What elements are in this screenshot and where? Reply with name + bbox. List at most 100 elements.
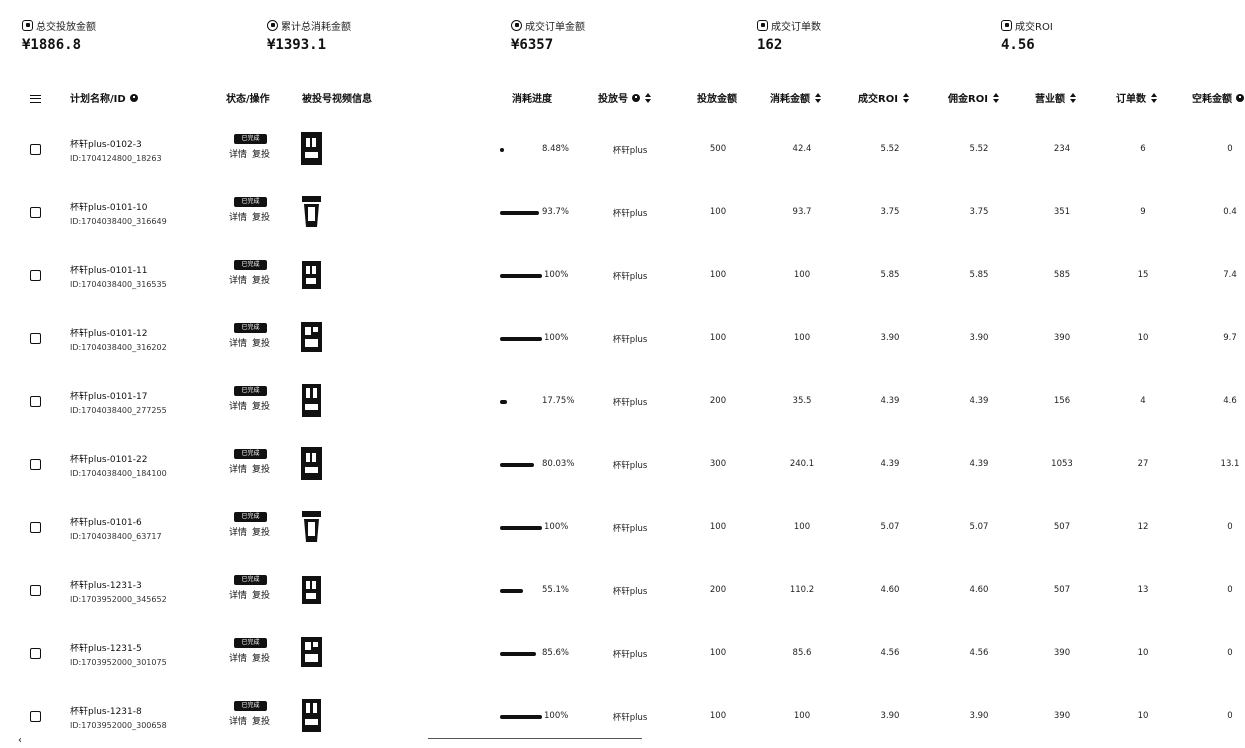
row-checkbox[interactable] (30, 585, 41, 596)
video-thumbnail[interactable] (299, 697, 324, 734)
row-actions: 详情 复投 (229, 525, 275, 538)
row-checkbox[interactable] (30, 648, 41, 659)
cell-revenue: 390 (1053, 333, 1071, 343)
plan-id: ID:1704124800_18263 (70, 154, 162, 163)
detail-link[interactable]: 详情 (229, 150, 248, 160)
cell-idle: 7.4 (1223, 270, 1237, 280)
repost-link[interactable]: 复投 (252, 528, 271, 538)
progress-label: 93.7% (542, 207, 570, 217)
detail-link[interactable]: 详情 (229, 654, 248, 664)
repost-link[interactable]: 复投 (252, 591, 271, 601)
repost-link[interactable]: 复投 (252, 339, 271, 349)
cell-orders: 12 (1137, 522, 1149, 532)
row-actions: 详情 复投 (229, 336, 275, 349)
sort-icon[interactable] (992, 92, 1000, 104)
plan-name: 杯轩plus-1231-3 (70, 581, 142, 591)
sort-icon[interactable] (1070, 92, 1077, 104)
cell-commission-roi: 3.90 (969, 711, 989, 721)
repost-link[interactable]: 复投 (252, 213, 271, 223)
video-thumbnail[interactable] (299, 319, 324, 356)
row-checkbox[interactable] (30, 711, 41, 722)
detail-link[interactable]: 详情 (229, 528, 248, 538)
video-thumbnail[interactable] (299, 571, 324, 608)
sort-icon[interactable] (815, 92, 822, 104)
stat-roi: 成交ROI 4.56 (1001, 16, 1053, 53)
row-actions: 详情 复投 (229, 588, 275, 601)
sort-icon[interactable] (645, 92, 652, 104)
repost-link[interactable]: 复投 (252, 654, 271, 664)
horizontal-scrollbar[interactable] (428, 738, 642, 742)
detail-link[interactable]: 详情 (229, 465, 248, 475)
detail-link[interactable]: 详情 (229, 591, 248, 601)
header-video: 被投号视频信息 (302, 94, 372, 105)
row-checkbox[interactable] (30, 333, 41, 344)
video-thumbnail[interactable] (299, 256, 324, 293)
repost-link[interactable]: 复投 (252, 276, 271, 286)
detail-link[interactable]: 详情 (229, 213, 248, 223)
row-checkbox[interactable] (30, 144, 41, 155)
progress-label: 55.1% (542, 585, 570, 595)
header-idle[interactable]: 空耗金额 (1192, 90, 1244, 105)
stat-value: 4.56 (1001, 37, 1035, 53)
table-row: 杯轩plus-0101-22 ID:1704038400_184100 已完成 详情复… (0, 433, 1245, 496)
row-checkbox[interactable] (30, 207, 41, 218)
progress-label: 8.48% (542, 144, 570, 154)
header-roi[interactable]: 成交ROI (858, 90, 910, 105)
row-checkbox[interactable] (30, 522, 41, 533)
cell-budget: 100 (709, 522, 727, 532)
column-settings-icon[interactable] (30, 95, 41, 103)
table-row: 杯轩plus-0101-11 ID:1704038400_316535 已完成 详情复… (0, 244, 1245, 307)
repost-link[interactable]: 复投 (252, 717, 271, 727)
row-checkbox[interactable] (30, 396, 41, 407)
row-actions: 详情 复投 (229, 651, 275, 664)
cell-budget: 200 (709, 585, 727, 595)
header-spend[interactable]: 消耗金额 (770, 90, 822, 105)
video-thumbnail[interactable] (299, 382, 324, 419)
help-icon[interactable] (129, 93, 138, 102)
row-checkbox[interactable] (30, 459, 41, 470)
header-commission-roi[interactable]: 佣金ROI (948, 90, 1000, 105)
header-orders[interactable]: 订单数 (1116, 90, 1158, 105)
detail-link[interactable]: 详情 (229, 717, 248, 727)
cell-roi: 4.39 (880, 396, 900, 406)
detail-link[interactable]: 详情 (229, 276, 248, 286)
sort-icon[interactable] (902, 92, 910, 104)
cell-roi: 5.52 (880, 144, 900, 154)
cell-idle: 0 (1227, 648, 1233, 658)
cell-idle: 0 (1227, 522, 1233, 532)
repost-link[interactable]: 复投 (252, 150, 271, 160)
video-thumbnail[interactable] (299, 634, 324, 671)
stat-value: ¥1886.8 (22, 37, 82, 53)
cell-revenue: 390 (1053, 711, 1071, 721)
detail-link[interactable]: 详情 (229, 402, 248, 412)
detail-link[interactable]: 详情 (229, 339, 248, 349)
cell-account: 杯轩plus (612, 713, 648, 723)
header-revenue[interactable]: 营业额 (1035, 90, 1077, 105)
cell-account: 杯轩plus (612, 524, 648, 534)
help-icon[interactable] (632, 93, 640, 102)
stat-order-amount: 成交订单金额 ¥6357 (511, 16, 585, 53)
plan-id: ID:1704038400_184100 (70, 469, 167, 478)
stat-label: 累计总消耗金额 (281, 21, 351, 33)
video-thumbnail[interactable] (299, 508, 324, 545)
progress-bar (500, 274, 542, 278)
table-row: 杯轩plus-0101-12 ID:1704038400_316202 已完成 详情复… (0, 307, 1245, 370)
cell-commission-roi: 5.52 (969, 144, 989, 154)
repost-link[interactable]: 复投 (252, 402, 271, 412)
cell-orders: 9 (1140, 207, 1146, 217)
cell-orders: 15 (1137, 270, 1149, 280)
cell-orders: 13 (1137, 585, 1149, 595)
repost-link[interactable]: 复投 (252, 465, 271, 475)
help-icon[interactable] (1236, 93, 1244, 102)
plan-name: 杯轩plus-0101-17 (70, 392, 148, 402)
order-count-icon (757, 19, 768, 31)
sort-icon[interactable] (1151, 92, 1158, 104)
header-account[interactable]: 投放号 (598, 90, 652, 105)
video-thumbnail[interactable] (299, 445, 324, 482)
cell-idle: 13.1 (1220, 459, 1240, 469)
cell-roi: 3.75 (880, 207, 900, 217)
row-checkbox[interactable] (30, 270, 41, 281)
scroll-left-icon[interactable]: ‹ (18, 735, 22, 746)
video-thumbnail[interactable] (299, 193, 324, 230)
video-thumbnail[interactable] (299, 130, 324, 167)
